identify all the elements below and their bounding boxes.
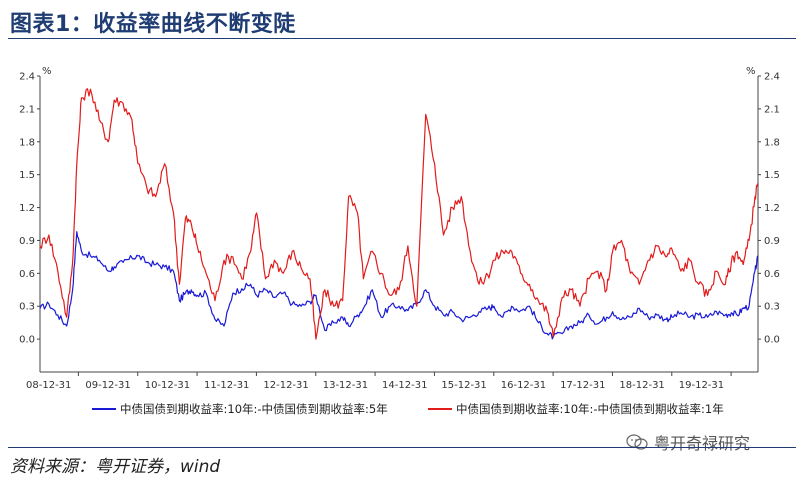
y-unit-left: % xyxy=(42,66,52,77)
x-tick-label: 13-12-31 xyxy=(323,380,368,391)
x-tick-label: 12-12-31 xyxy=(263,380,308,391)
y-tick-label-left: 1.5 xyxy=(19,170,35,181)
x-tick-label: 08-12-31 xyxy=(26,380,71,391)
x-tick-label: 09-12-31 xyxy=(85,380,130,391)
y-tick-label-left: 0.9 xyxy=(19,236,35,247)
y-tick-label-right: 2.1 xyxy=(764,104,780,115)
watermark-text: 粤开奇禄研究 xyxy=(654,434,751,453)
x-tick-label: 19-12-31 xyxy=(679,380,724,391)
y-tick-label-right: 1.5 xyxy=(764,170,780,181)
series-line-1 xyxy=(39,231,759,340)
y-tick-label-left: 0.6 xyxy=(19,269,35,280)
x-tick-label: 17-12-31 xyxy=(560,380,605,391)
y-unit-right: % xyxy=(746,66,756,77)
line-chart: % % 2.4 2.4 2.1 2.1 1.8 1.8 1.5 1.5 1.2 1.2 0.9 0.9 0.… xyxy=(19,66,780,391)
legend-label-series-2: 中债国债到期收益率:10年:-中债国债到期收益率:1年 xyxy=(456,402,724,416)
y-tick-label-right: 0.6 xyxy=(764,269,780,280)
title-divider xyxy=(8,38,796,39)
chart-legend: 中债国债到期收益率:10年:-中债国债到期收益率:5年 中债国债到期收益率:10… xyxy=(0,401,805,417)
y-tick-label-right: 2.4 xyxy=(764,72,780,83)
figure-title: 图表1：收益率曲线不断变陡 xyxy=(10,12,296,37)
legend-label-series-1: 中债国债到期收益率:10年:-中债国债到期收益率:5年 xyxy=(120,402,388,416)
wechat-watermark: 粤开奇禄研究 xyxy=(626,430,750,454)
y-tick-label-left: 0.0 xyxy=(19,335,35,346)
x-tick-label: 18-12-31 xyxy=(619,380,664,391)
y-tick-label-right: 0.9 xyxy=(764,236,780,247)
source-divider xyxy=(8,447,796,448)
x-tick-label: 15-12-31 xyxy=(441,380,486,391)
y-tick-label-left: 0.3 xyxy=(19,302,35,313)
legend-swatch-series-1 xyxy=(92,408,116,410)
y-tick-label-right: 1.2 xyxy=(764,203,780,214)
legend-item-series-1: 中债国债到期收益率:10年:-中债国债到期收益率:5年 xyxy=(92,401,388,417)
source-note: 资料来源：粤开证券，wind xyxy=(10,457,221,477)
y-tick-label-left: 1.2 xyxy=(19,203,35,214)
x-tick-label: 14-12-31 xyxy=(382,380,427,391)
y-tick-label-right: 0.0 xyxy=(764,335,780,346)
series-line-2 xyxy=(39,88,759,340)
y-tick-label-right: 0.3 xyxy=(764,302,780,313)
y-tick-label-left: 2.1 xyxy=(19,104,35,115)
x-tick-label: 10-12-31 xyxy=(145,380,190,391)
y-tick-label-left: 2.4 xyxy=(19,72,35,83)
y-tick-label-left: 1.8 xyxy=(19,137,35,148)
x-tick-label: 16-12-31 xyxy=(501,380,546,391)
legend-item-series-2: 中债国债到期收益率:10年:-中债国债到期收益率:1年 xyxy=(428,401,724,417)
legend-swatch-series-2 xyxy=(428,408,452,410)
x-tick-label: 11-12-31 xyxy=(204,380,249,391)
y-tick-label-right: 1.8 xyxy=(764,137,780,148)
